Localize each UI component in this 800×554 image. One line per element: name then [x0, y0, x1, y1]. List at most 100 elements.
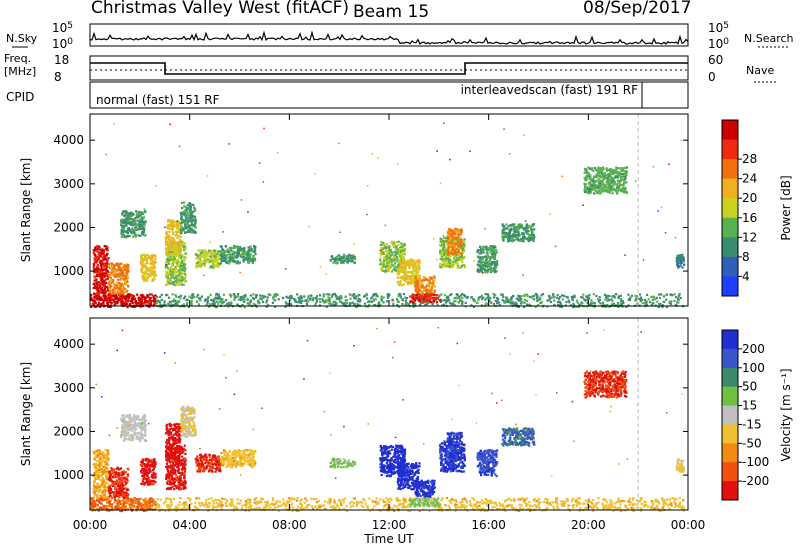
power-pixel	[508, 231, 511, 234]
power-pixel	[483, 260, 486, 263]
power-pixel	[583, 186, 587, 189]
power-pixel	[619, 294, 622, 297]
power-pixel	[166, 258, 169, 261]
power-pixel	[129, 299, 132, 303]
power-pixel	[140, 299, 143, 302]
power-pixel	[125, 268, 128, 271]
power-pixel	[341, 257, 344, 260]
power-pixel	[100, 279, 103, 282]
power-pixel	[453, 255, 456, 258]
power-pixel	[449, 235, 452, 238]
power-pixel	[175, 225, 178, 228]
power-pixel	[199, 299, 202, 302]
power-pixel	[108, 301, 111, 304]
power-pixel	[209, 255, 212, 258]
power-pixel	[108, 291, 112, 294]
power-pixel	[441, 258, 444, 261]
power-pixel	[207, 295, 210, 299]
power-pixel	[99, 270, 103, 273]
power-pixel	[617, 188, 620, 191]
power-pixel	[517, 232, 520, 235]
power-pixel	[188, 201, 191, 205]
power-pixel	[117, 284, 120, 287]
power-pixel	[403, 269, 406, 273]
power-pixel	[172, 260, 175, 264]
power-pixel	[118, 290, 121, 293]
power-pixel	[167, 220, 170, 223]
power-pixel	[134, 217, 137, 220]
power-pixel	[340, 261, 343, 264]
power-pixel	[602, 301, 605, 304]
power-pixel	[412, 297, 415, 300]
power-pixel	[115, 302, 118, 305]
power-pixel	[366, 297, 369, 300]
power-pixel	[393, 258, 396, 261]
power-pixel	[452, 237, 455, 240]
power-pixel	[227, 262, 230, 265]
power-pixel	[185, 214, 188, 217]
power-pixel	[537, 298, 540, 301]
power-pixel	[131, 213, 134, 216]
power-pixel	[106, 259, 109, 262]
power-pixel	[480, 252, 483, 255]
power-pixel	[594, 169, 598, 172]
power-pixel	[531, 223, 534, 226]
power-pixel	[344, 295, 347, 298]
power-pixel	[598, 192, 601, 195]
power-pixel	[443, 240, 446, 243]
power-pixel	[612, 177, 615, 180]
power-pixel	[202, 250, 205, 253]
power-pixel	[151, 256, 154, 259]
power-pixel	[517, 234, 520, 237]
power-pixel	[584, 169, 587, 172]
power-pixel	[166, 274, 169, 277]
power-pixel	[492, 267, 496, 270]
power-pixel	[193, 206, 196, 209]
power-pixel	[168, 230, 171, 233]
power-pixel	[176, 234, 179, 237]
power-pixel	[160, 298, 163, 301]
power-pixel	[511, 301, 514, 304]
power-pixel	[501, 299, 504, 302]
power-pixel	[388, 261, 391, 264]
power-pixel	[531, 225, 534, 228]
power-pixel	[93, 269, 96, 272]
power-pixel	[286, 296, 289, 299]
power-pixel	[184, 212, 187, 215]
power-pixel	[308, 297, 311, 300]
nsky-trace	[89, 30, 689, 45]
power-pixel	[146, 254, 149, 257]
power-pixel	[486, 251, 489, 254]
power-pixel	[118, 275, 121, 278]
power-pixel	[528, 224, 531, 227]
power-pixel	[450, 260, 453, 263]
power-pixel	[398, 254, 401, 257]
power-pixel	[137, 228, 140, 231]
power-pixel	[174, 294, 177, 297]
power-pixel	[106, 249, 109, 252]
power-pixel	[418, 265, 421, 268]
power-pixel	[486, 293, 489, 296]
power-pixel	[171, 220, 174, 223]
power-pixel	[346, 257, 349, 260]
power-pixel	[216, 259, 219, 262]
power-pixel	[414, 294, 417, 297]
power-pixel	[622, 302, 625, 305]
power-pixel	[169, 235, 172, 238]
power-pixel	[233, 260, 236, 263]
power-pixel	[470, 296, 473, 299]
power-pixel	[125, 210, 129, 214]
power-pixel	[558, 297, 561, 301]
power-pixel	[248, 260, 251, 263]
power-pixel	[426, 298, 429, 301]
power-pixel	[433, 290, 436, 293]
power-pixel	[332, 303, 335, 306]
power-pixel	[178, 262, 181, 265]
power-pixel	[148, 297, 151, 300]
power-pixel	[141, 225, 144, 228]
power-pixel	[596, 179, 599, 182]
power-pixel	[188, 227, 192, 230]
power-pixel	[103, 295, 107, 298]
power-pixel	[199, 297, 202, 300]
power-pixel	[107, 275, 110, 278]
